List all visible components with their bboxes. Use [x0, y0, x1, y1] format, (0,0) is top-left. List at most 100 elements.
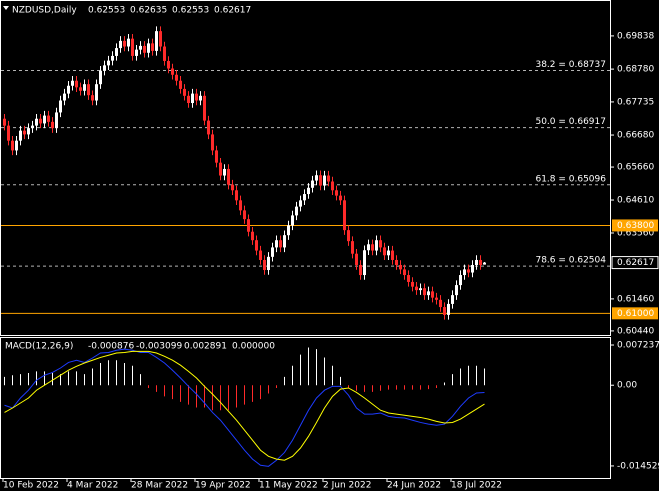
candle-body: [315, 175, 318, 181]
candle-body: [3, 118, 6, 126]
candle-body: [143, 45, 146, 53]
candle-body: [115, 48, 118, 56]
candle-body: [195, 93, 198, 101]
y-tick-label: 0.68780: [617, 65, 654, 75]
level-tag: [612, 219, 658, 232]
plot-layer: 0.62553 0.62635 0.62553 0.62617 0.69838 0.687…: [1, 6, 659, 491]
candle-body: [247, 219, 250, 232]
candle-body: [231, 184, 234, 191]
candle-body: [387, 250, 390, 256]
last-price-tag: [611, 256, 659, 270]
candle-body: [451, 295, 454, 304]
macd-line: [4, 348, 485, 467]
candle-body: [211, 134, 214, 151]
candle-body: [43, 115, 46, 124]
x-tick-label: 2 Jun 2022: [323, 481, 371, 491]
candle-body: [151, 43, 154, 51]
candle-body: [287, 225, 290, 236]
candle-body: [359, 264, 362, 276]
candle-body: [95, 84, 98, 101]
menu-arrow[interactable]: [3, 6, 9, 10]
candle-body: [79, 87, 82, 91]
candle-body: [147, 43, 150, 53]
candle-body: [423, 288, 426, 296]
candle-body: [191, 93, 194, 104]
candle-body: [11, 140, 14, 151]
y-tick-label: 0.60440: [617, 326, 654, 336]
header-value: 0.62635: [130, 6, 167, 16]
header-value: 0.62553: [88, 6, 125, 16]
candle-body: [379, 240, 382, 248]
candle-body: [331, 181, 334, 191]
candle-body: [391, 250, 394, 260]
candle-body: [251, 231, 254, 241]
candle-body: [335, 190, 338, 196]
candle-body: [31, 125, 34, 129]
x-tick-label: 19 Apr 2022: [195, 481, 251, 491]
candle-body: [343, 200, 346, 231]
candle-body: [59, 100, 62, 113]
candle-body: [259, 250, 262, 260]
x-tick-label: 4 Mar 2022: [67, 481, 118, 491]
candle-body: [99, 70, 102, 85]
candle-body: [135, 49, 138, 56]
candle-body: [7, 125, 10, 141]
candle-body: [171, 68, 174, 75]
candle-body: [459, 275, 462, 286]
level-tag-label: 0.61000: [617, 309, 654, 319]
candle-body: [411, 281, 414, 287]
candle-body: [395, 259, 398, 265]
y-tick-label: 0.61460: [617, 294, 654, 304]
candle-body: [91, 95, 94, 101]
candle-body: [279, 240, 282, 248]
fib-label: 38.2 = 0.68737: [535, 60, 606, 70]
candle-body: [431, 291, 434, 298]
candle-body: [463, 269, 466, 276]
candle-body: [363, 250, 366, 276]
candle-body: [327, 175, 330, 182]
candle-body: [19, 130, 22, 141]
candle-body: [307, 187, 310, 195]
candle-body: [119, 40, 122, 49]
candle-body: [183, 88, 186, 96]
macd-header-value: 0.002891: [184, 342, 227, 352]
candle-body: [47, 115, 50, 122]
y-tick-label: 0.63560: [617, 228, 654, 238]
candle-body: [111, 55, 114, 61]
macd-title: MACD(12,26,9): [5, 342, 73, 352]
level-tag-label: 0.63800: [617, 221, 654, 231]
candle-body: [299, 200, 302, 207]
candle-body: [439, 299, 442, 308]
y-tick-label: 0.007237: [617, 341, 659, 351]
fib-label: 61.8 = 0.65096: [535, 174, 606, 184]
candle-body: [35, 118, 38, 126]
y-tick-label: 0.65660: [617, 163, 654, 173]
candle-body: [103, 65, 106, 71]
y-tick-label: 0.66680: [617, 131, 654, 141]
candle-body: [203, 95, 206, 121]
last-price-label: 0.62617: [617, 258, 654, 268]
candle-body: [223, 168, 226, 176]
candle-body: [435, 297, 438, 300]
candle-body: [271, 247, 274, 257]
fib-label: 50.0 = 0.66917: [535, 117, 606, 127]
candle-body: [219, 162, 222, 176]
level-tag: [612, 307, 658, 320]
candle-body: [303, 194, 306, 201]
candle-body: [167, 60, 170, 69]
candle-body: [131, 38, 134, 56]
candle-body: [179, 80, 182, 89]
candle-body: [75, 80, 78, 88]
candle-body: [427, 291, 430, 296]
candle-body: [291, 215, 294, 226]
y-tick-label: 0.69838: [617, 31, 654, 41]
candle-body: [55, 112, 58, 129]
candle-body: [415, 286, 418, 291]
candle-body: [375, 240, 378, 251]
header-value: 0.62553: [172, 6, 209, 16]
candle-body: [127, 38, 130, 47]
candle-body: [355, 253, 358, 265]
y-tick-label: 0.67735: [617, 97, 654, 107]
